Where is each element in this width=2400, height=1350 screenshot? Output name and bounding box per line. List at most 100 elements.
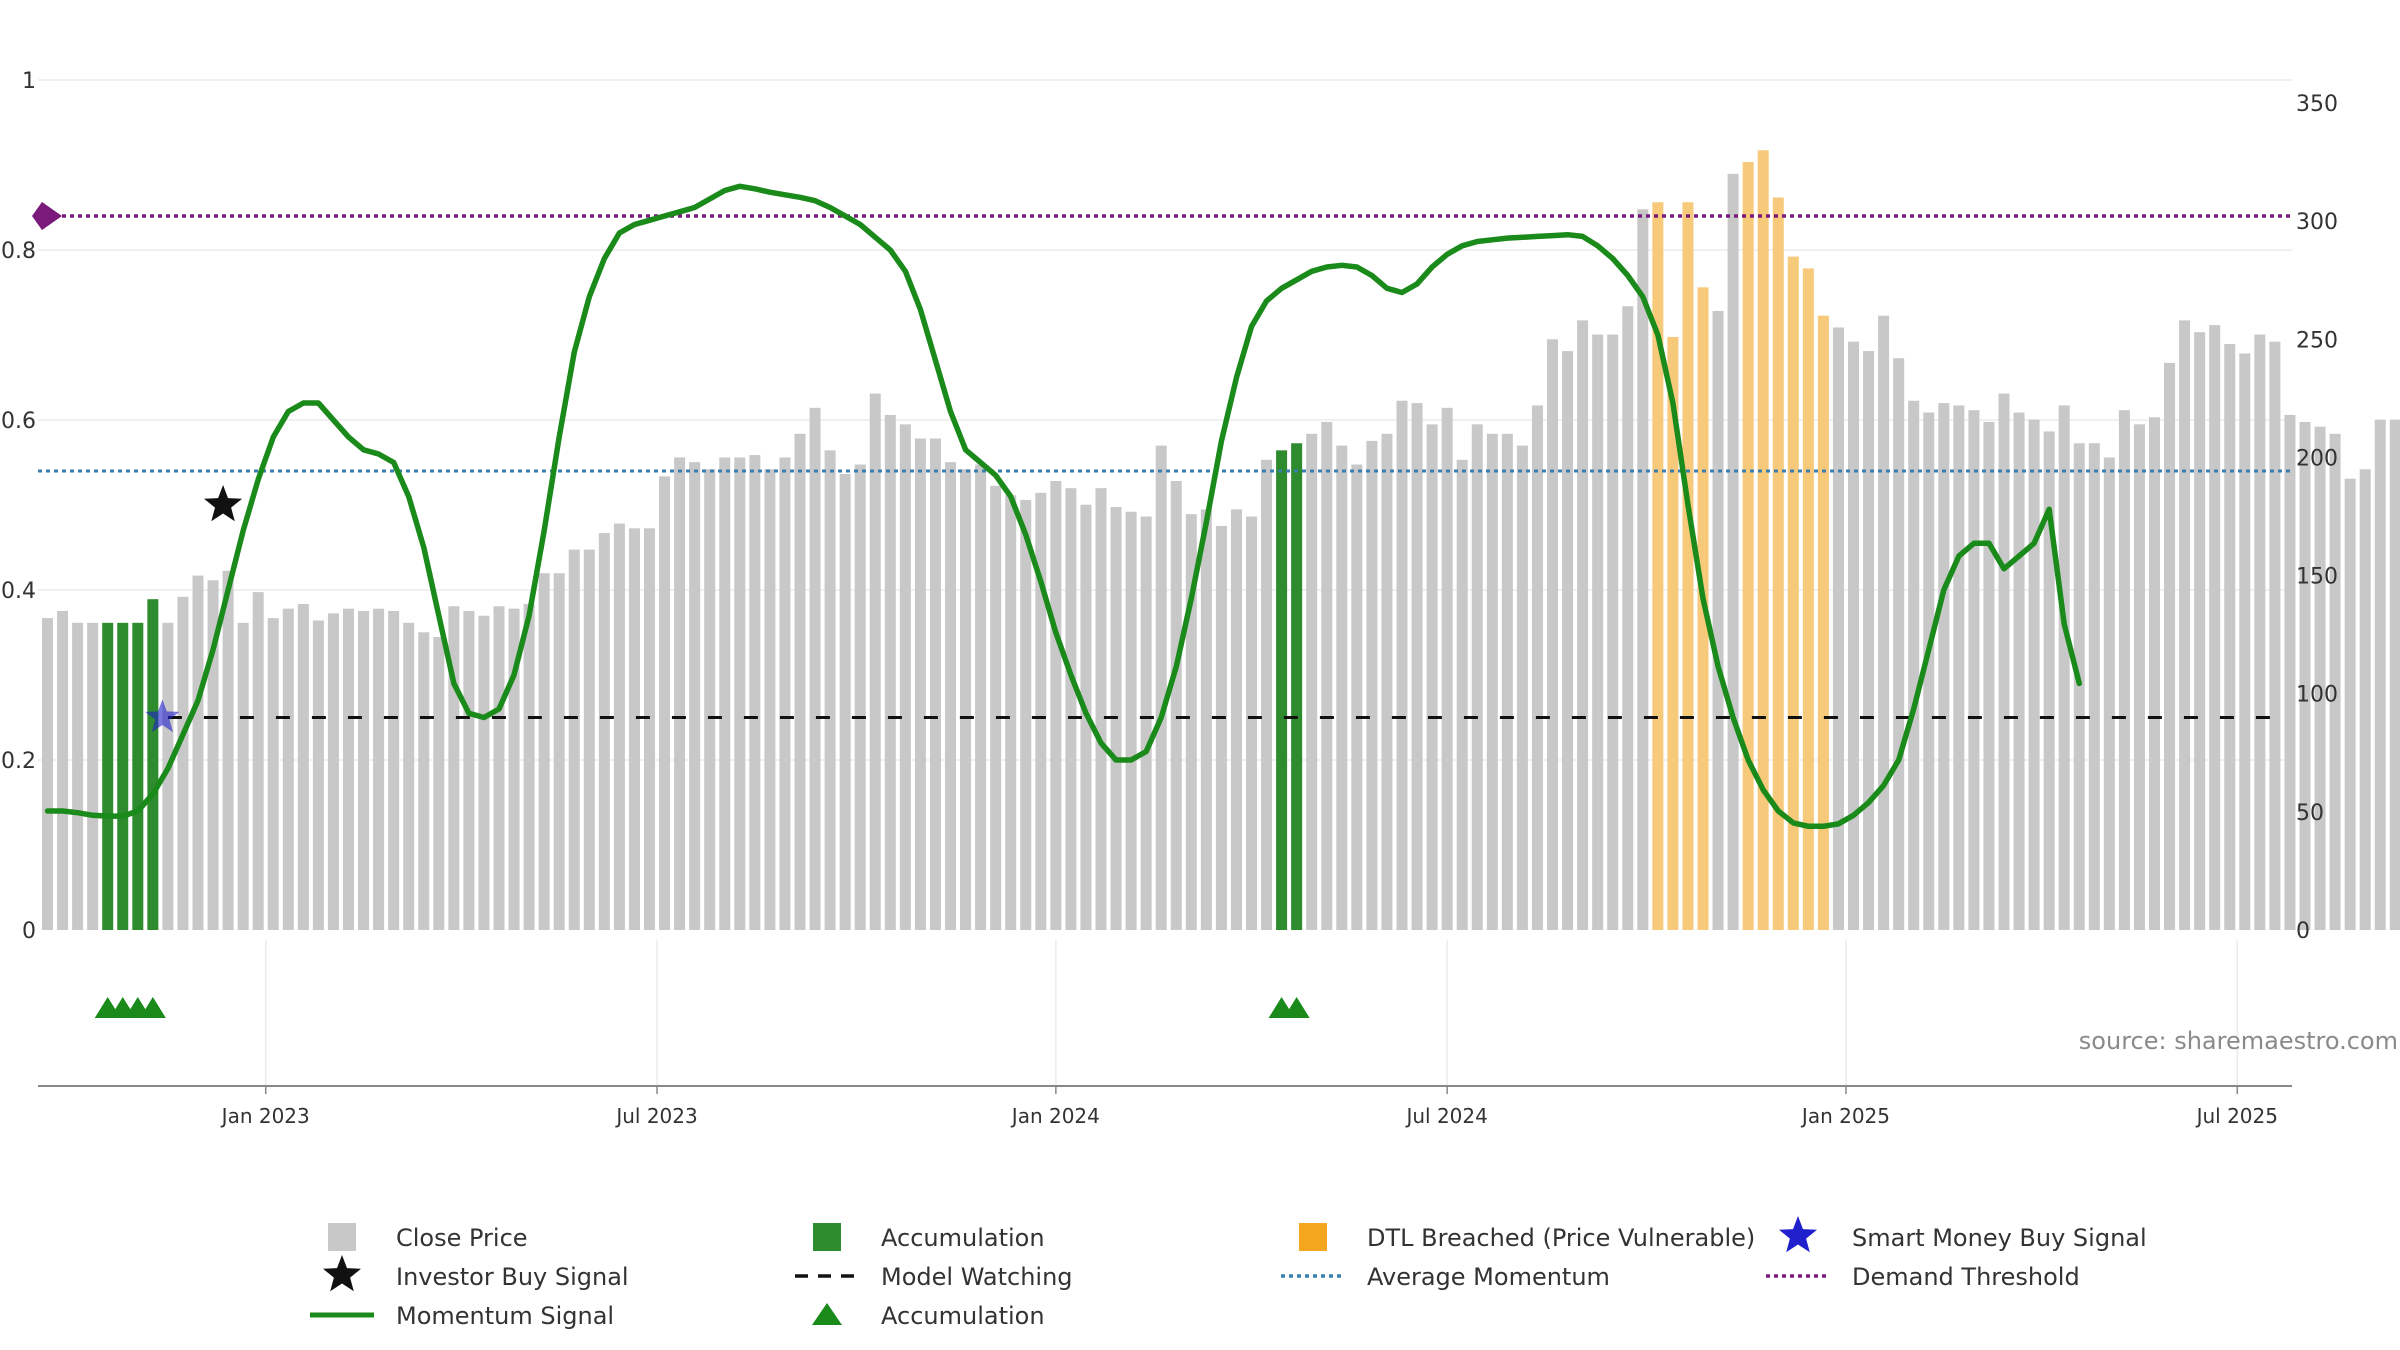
close-price-bar (1426, 424, 1438, 930)
accumulation-panel (38, 940, 2292, 1087)
left-axis-tick-label: 0 (22, 919, 36, 944)
close-price-bar (2254, 334, 2266, 930)
right-axis-ticks: 0 50 100 150 200 250 300 350 (2296, 92, 2338, 944)
accumulation-triangle (1283, 997, 1310, 1018)
legend-label: Investor Buy Signal (396, 1263, 629, 1291)
close-price-bar (147, 599, 159, 930)
close-price-bar (1411, 403, 1423, 930)
legend-item: Momentum Signal (310, 1302, 614, 1330)
legend-label: Momentum Signal (396, 1302, 614, 1330)
close-price-bar (1516, 445, 1528, 930)
close-price-bar (2284, 414, 2296, 930)
close-price-bar (2013, 412, 2025, 930)
close-price-bar (2088, 443, 2100, 930)
close-price-bar (1742, 162, 1754, 931)
close-price-bar (2269, 341, 2281, 930)
legend-item: Close Price (328, 1223, 528, 1252)
close-price-bar (87, 622, 99, 930)
close-price-bar (613, 523, 625, 930)
close-price-bar (704, 469, 716, 930)
legend-swatch (812, 1303, 842, 1325)
close-price-bar (478, 615, 490, 930)
left-axis-tick-label: 0.2 (1, 749, 36, 774)
close-price-bar (1276, 450, 1288, 930)
close-price-bar (914, 438, 926, 930)
close-price-bar (1757, 150, 1769, 930)
close-price-bar (764, 469, 776, 930)
left-axis-ticks: 0 0.2 0.4 0.6 0.8 1 (1, 69, 36, 944)
legend-label: Demand Threshold (1852, 1263, 2080, 1291)
legend-label: Smart Money Buy Signal (1852, 1224, 2147, 1252)
close-price-bar (2329, 433, 2341, 930)
legend-item: Model Watching (795, 1263, 1073, 1291)
close-price-bar (945, 462, 956, 930)
close-price-bar (1155, 445, 1167, 930)
close-price-bar (177, 596, 189, 930)
close-price-bar (628, 528, 640, 930)
close-price-bar (990, 485, 1002, 930)
close-price-bar (1306, 433, 1318, 930)
close-price-bar (1637, 209, 1649, 931)
close-price-bar (1200, 509, 1212, 930)
right-axis-tick-label: 150 (2296, 565, 2338, 590)
close-price-bar (1185, 514, 1197, 930)
source-label: source: sharemaestro.com (2079, 1027, 2398, 1055)
close-price-bar (899, 424, 911, 930)
close-price-bar (2209, 325, 2221, 930)
close-price-bar (1005, 495, 1017, 930)
close-price-bar (2314, 426, 2326, 930)
close-price-bar (222, 570, 234, 930)
close-price-bar (1065, 488, 1077, 930)
close-price-bar (1366, 440, 1378, 930)
close-price-bar (2058, 405, 2070, 931)
close-price-bar (162, 622, 174, 930)
close-price-bar (1652, 202, 1664, 931)
legend-item: Demand Threshold (1766, 1263, 2080, 1291)
legend-label: Model Watching (881, 1263, 1073, 1291)
close-price-bar (252, 592, 264, 930)
close-price-bar (1863, 351, 1875, 931)
close-price-bar (1562, 351, 1574, 931)
close-price-bar (1848, 341, 1859, 930)
close-price-bar (1381, 433, 1393, 930)
close-price-bar (538, 573, 550, 930)
close-price-bar (2073, 443, 2085, 930)
close-price-bar (1095, 488, 1107, 930)
close-price-bar (674, 457, 686, 930)
close-price-bar (2103, 457, 2115, 930)
close-price-bar (1787, 256, 1799, 931)
close-price-bar (749, 455, 761, 930)
x-axis-ticks: Jan 2023 Jul 2023 Jan 2024 Jul 2024 Jan 2025… (220, 1086, 2278, 1128)
close-price-bar (2299, 421, 2311, 930)
momentum-signal-layer (44, 183, 2083, 830)
close-price-bar (2239, 353, 2251, 930)
close-price-bar (282, 608, 294, 930)
close-price-bar (2164, 362, 2176, 930)
close-price-bar (2043, 431, 2055, 930)
legend-label: DTL Breached (Price Vulnerable) (1367, 1224, 1755, 1252)
momentum-signal-line (44, 183, 2083, 830)
close-price-bar (1923, 412, 1935, 930)
close-price-bar (1396, 400, 1408, 931)
legend-label: Accumulation (881, 1224, 1045, 1252)
close-price-bar (929, 438, 941, 930)
close-price-bar (1893, 358, 1905, 930)
close-price-bar (1592, 334, 1604, 930)
demand-threshold-marker (32, 202, 62, 230)
close-price-bar (1140, 516, 1152, 930)
legend-item: Accumulation (813, 1223, 1045, 1252)
close-price-bar (2194, 332, 2206, 930)
close-price-bar (1998, 393, 2010, 930)
right-axis-tick-label: 250 (2296, 328, 2338, 353)
close-price-bar (102, 622, 114, 930)
x-axis-tick-label: Jul 2023 (614, 1104, 697, 1128)
close-price-bar (1246, 516, 1257, 930)
close-price-bar (1682, 202, 1694, 931)
close-price-bar (1983, 421, 1995, 930)
close-price-bar (237, 622, 249, 930)
close-price-bar (1953, 405, 1965, 931)
legend-item: Investor Buy Signal (323, 1255, 629, 1292)
close-price-bar (839, 473, 851, 930)
legend-swatch (813, 1223, 841, 1251)
